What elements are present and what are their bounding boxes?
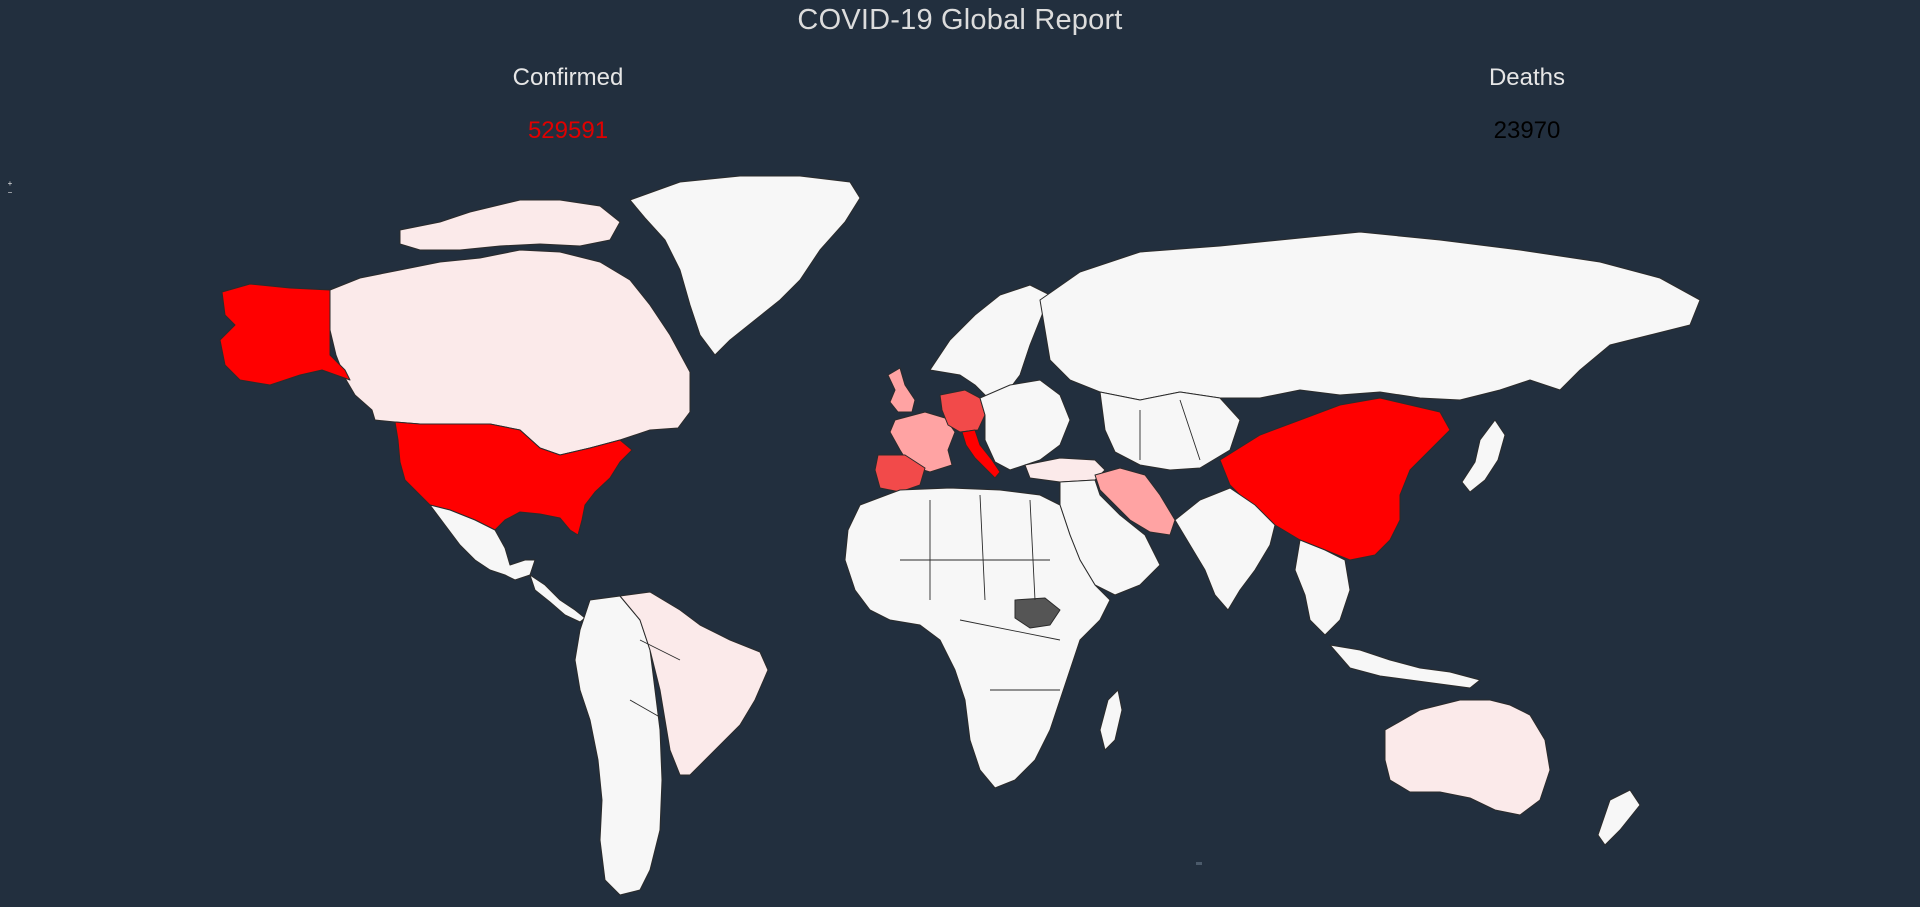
region-new-zealand[interactable] xyxy=(1597,789,1641,846)
confirmed-value: 529591 xyxy=(527,117,609,144)
region-italy[interactable] xyxy=(961,429,1001,479)
region-india[interactable] xyxy=(1174,487,1276,611)
region-turkey[interactable] xyxy=(1024,457,1106,483)
region-central-america[interactable] xyxy=(529,574,586,623)
region-brazil[interactable] xyxy=(619,591,769,776)
region-southeast-asia[interactable] xyxy=(1294,539,1351,636)
region-united-states[interactable] xyxy=(394,421,633,536)
region-indonesia[interactable] xyxy=(1329,644,1481,689)
deaths-label: Deaths xyxy=(1488,64,1566,91)
region-canada-islands[interactable] xyxy=(399,199,621,251)
map-attribution xyxy=(1196,862,1202,865)
confirmed-stat: Confirmed 529591 xyxy=(418,64,718,145)
confirmed-label: Confirmed xyxy=(512,64,624,91)
region-china[interactable] xyxy=(1219,397,1451,561)
region-central-asia[interactable] xyxy=(1099,391,1241,471)
zoom-in-button[interactable]: + xyxy=(7,179,13,188)
region-greenland[interactable] xyxy=(629,175,861,356)
region-japan[interactable] xyxy=(1461,419,1506,493)
region-scandinavia[interactable] xyxy=(929,284,1051,401)
region-united-kingdom[interactable] xyxy=(887,367,916,413)
deaths-value: 23970 xyxy=(1493,117,1561,144)
region-iran[interactable] xyxy=(1094,467,1176,536)
region-canada[interactable] xyxy=(329,249,691,456)
region-spain[interactable] xyxy=(874,454,926,493)
zoom-controls: + − xyxy=(5,179,15,197)
region-south-sudan[interactable] xyxy=(1014,597,1061,629)
world-map[interactable] xyxy=(0,160,1920,900)
region-madagascar[interactable] xyxy=(1099,689,1123,751)
region-mexico[interactable] xyxy=(429,504,536,581)
deaths-stat: Deaths 23970 xyxy=(1377,64,1677,145)
region-australia[interactable] xyxy=(1384,699,1551,816)
region-alaska[interactable] xyxy=(219,283,351,386)
region-germany[interactable] xyxy=(939,389,986,433)
page-title: COVID-19 Global Report xyxy=(797,4,1123,36)
region-south-america-west[interactable] xyxy=(574,595,663,896)
region-africa[interactable] xyxy=(844,487,1111,789)
region-central-europe[interactable] xyxy=(979,379,1071,471)
region-russia[interactable] xyxy=(1039,231,1701,401)
border-lines xyxy=(629,399,1201,721)
zoom-out-button[interactable]: − xyxy=(7,188,13,197)
